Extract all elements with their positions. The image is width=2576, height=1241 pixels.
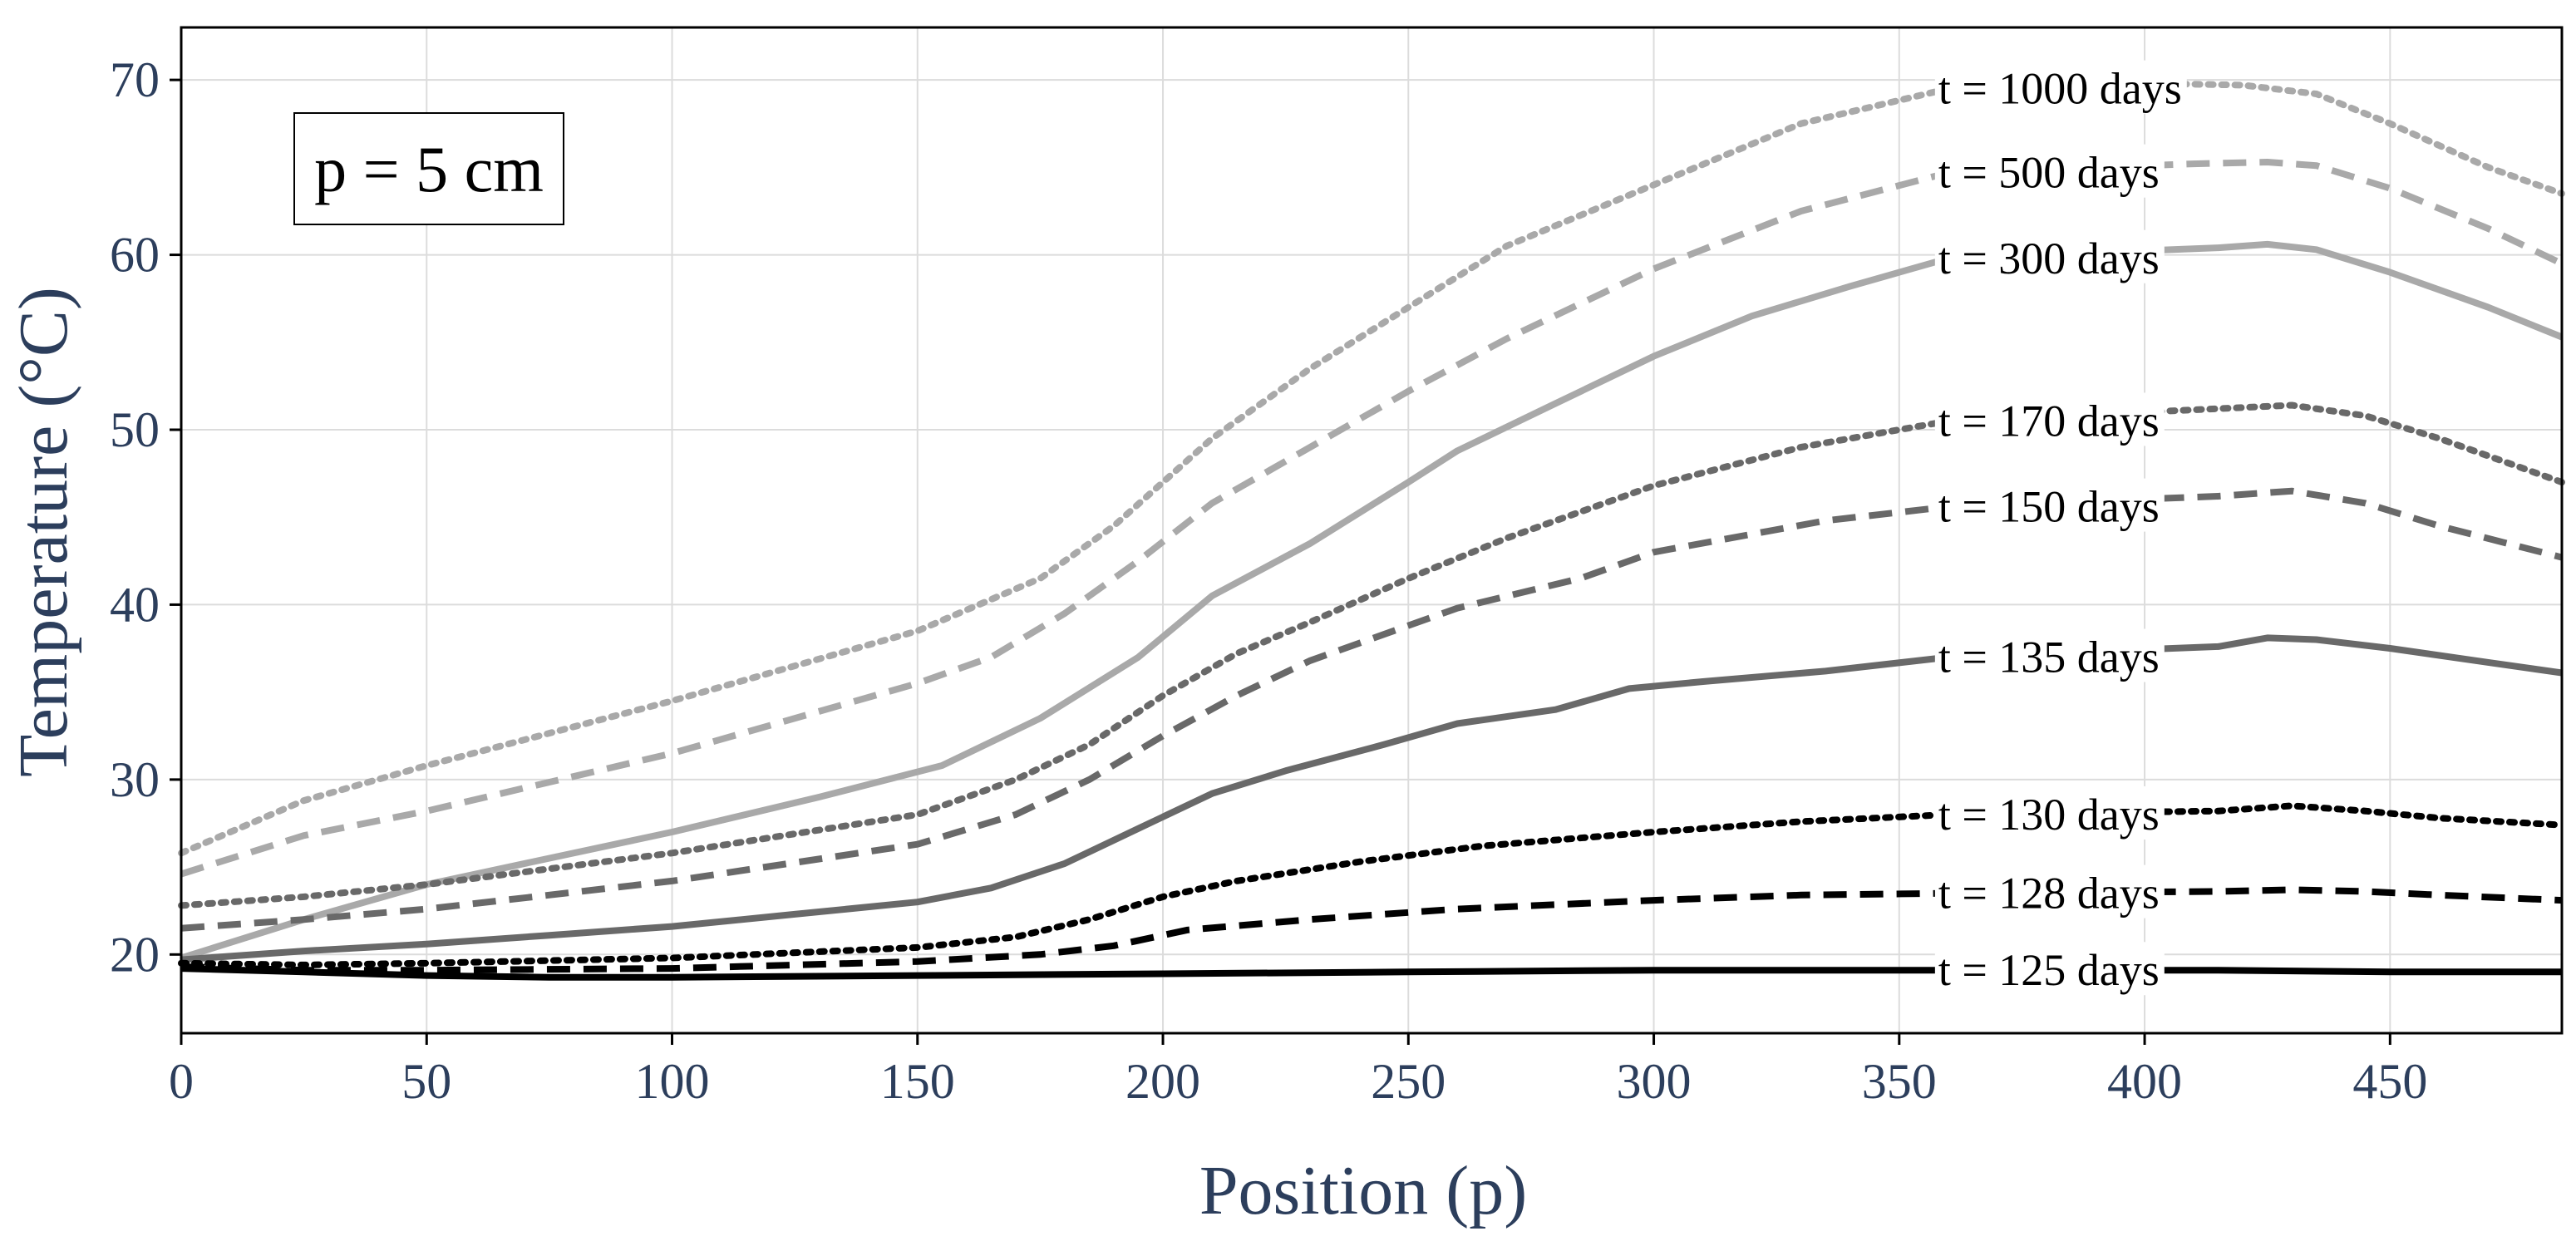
series-label: t = 125 days: [1938, 945, 2160, 995]
x-tick-label: 300: [1617, 1054, 1692, 1109]
series-line: [180, 159, 2564, 878]
series-label: t = 130 days: [1938, 790, 2160, 840]
series-label-bg: [1934, 478, 2165, 532]
series-label: t = 135 days: [1938, 633, 2160, 682]
y-tick-label: 70: [110, 52, 160, 107]
series-line: [180, 886, 2563, 974]
y-tick-label: 60: [110, 228, 160, 283]
x-tick-label: 200: [1125, 1054, 1200, 1109]
x-tick-label: 450: [2352, 1054, 2427, 1109]
grid: [180, 27, 2562, 1033]
series-label: t = 170 days: [1938, 396, 2160, 446]
plot-frame: [180, 26, 2564, 1035]
series-label-bg: [1934, 942, 2165, 996]
annotation-frame: [293, 112, 564, 225]
series-lines: [178, 80, 2565, 981]
series-label: t = 150 days: [1938, 482, 2160, 532]
series-label: t = 1000 days: [1938, 64, 2182, 114]
series-line: [180, 965, 2562, 981]
series-line: [180, 487, 2563, 932]
x-tick-label: 150: [880, 1054, 955, 1109]
series-labels: t = 1000 days t = 500 days t = 300 days t =…: [1934, 60, 2187, 996]
x-axis-title: Position (p): [1199, 1152, 1527, 1229]
series-line: [180, 634, 2563, 963]
series-line: [178, 401, 2565, 909]
y-tick-label: 50: [110, 402, 160, 457]
annotation-text: p = 5 cm: [314, 133, 544, 205]
y-tick-label: 30: [110, 752, 160, 807]
series-label-bg: [1934, 60, 2187, 114]
series-label-bg: [1934, 392, 2165, 446]
annotation-box: p = 5 cm: [293, 112, 564, 225]
y-tick-label: 40: [110, 577, 160, 632]
x-tick-label: 250: [1371, 1054, 1446, 1109]
series-label-bg: [1934, 864, 2165, 918]
series-label-bg: [1934, 144, 2165, 198]
axis-ticks: 0 50 100 150 200 250 300 350 400 450 20 30 40 50 60 70: [110, 52, 2427, 1109]
series-label: t = 500 days: [1938, 148, 2160, 198]
x-tick-label: 100: [635, 1054, 710, 1109]
series-line: [178, 80, 2565, 857]
x-tick-label: 350: [1862, 1054, 1937, 1109]
x-tick-label: 50: [401, 1054, 451, 1109]
series-label: t = 300 days: [1938, 234, 2160, 283]
series-label-bg: [1934, 785, 2165, 840]
series-line: [180, 240, 2564, 962]
series-label-bg: [1934, 229, 2165, 283]
series-label-bg: [1934, 628, 2165, 682]
x-tick-label: 400: [2107, 1054, 2182, 1109]
y-axis-title: Temperature (°C): [5, 287, 82, 777]
x-tick-label: 0: [169, 1054, 194, 1109]
series-label: t = 128 days: [1938, 869, 2160, 918]
series-line: [178, 802, 2565, 968]
y-tick-label: 20: [110, 927, 160, 982]
